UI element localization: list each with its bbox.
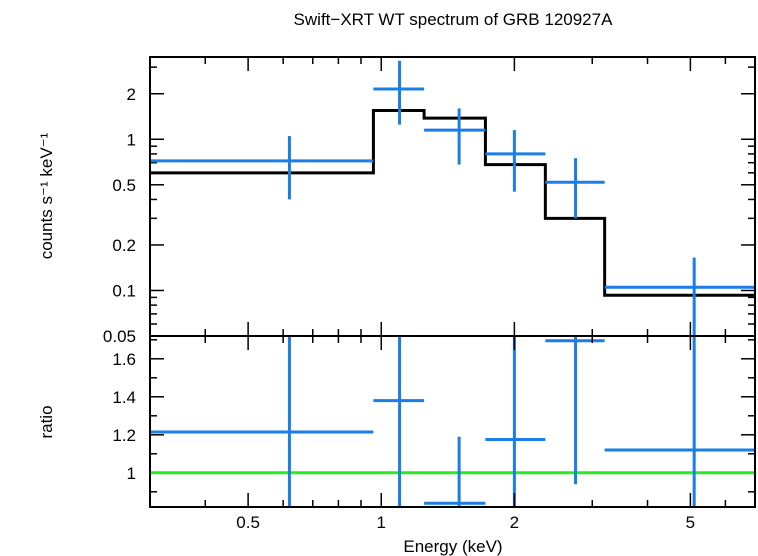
- x-tick-label: 1: [377, 513, 386, 532]
- model-histogram: [150, 108, 755, 297]
- ratio-data-point: [485, 336, 546, 507]
- spectrum-data-point: [485, 130, 546, 192]
- ratio-ticks: 1 1.2 1.4 1.6: [112, 339, 755, 493]
- spectrum-data-point: [373, 60, 425, 125]
- ratio-tick-label: 1: [127, 464, 136, 483]
- ratio-frame: [149, 335, 756, 508]
- y-tick-label: 1: [127, 130, 136, 149]
- y-tick-label: 0.2: [112, 236, 136, 255]
- spectrum-data-point: [604, 257, 755, 336]
- y-tick-label: 0.05: [103, 327, 136, 346]
- spectrum-ticks: 0.05 0.1 0.2 0.5 1 2: [103, 66, 755, 346]
- x-tick-label: 0.5: [236, 513, 260, 532]
- ratio-data-point: [545, 336, 605, 485]
- y-tick-label: 0.5: [112, 176, 136, 195]
- y-axis-label-counts: counts s⁻¹ keV⁻¹: [37, 132, 56, 259]
- x-axis-ticks: 0.5 1 2 5: [149, 57, 756, 532]
- spectrum-panel: 0.05 0.1 0.2 0.5 1 2: [103, 56, 756, 346]
- x-tick-label: 2: [510, 513, 519, 532]
- ratio-data-point: [150, 336, 374, 507]
- ratio-data-points: [150, 336, 755, 507]
- ratio-data-point: [373, 336, 425, 507]
- ratio-panel: 1 1.2 1.4 1.6: [112, 335, 756, 508]
- spectrum-data-point: [545, 158, 605, 219]
- ratio-data-point: [424, 436, 486, 507]
- x-axis-label: Energy (keV): [403, 537, 502, 556]
- spectrum-data-point: [424, 108, 486, 165]
- ratio-tick-label: 1.2: [112, 426, 136, 445]
- model-step-line: [150, 108, 755, 297]
- y-axis-label-ratio: ratio: [37, 405, 56, 438]
- x-tick-label: 5: [686, 513, 695, 532]
- y-tick-label: 2: [127, 85, 136, 104]
- spectrum-data-point: [150, 136, 374, 200]
- ratio-data-point: [604, 336, 755, 507]
- y-tick-label: 0.1: [112, 281, 136, 300]
- ratio-tick-label: 1.6: [112, 350, 136, 369]
- spectrum-data-points: [150, 60, 755, 336]
- chart-title: Swift−XRT WT spectrum of GRB 120927A: [294, 10, 614, 29]
- ratio-tick-label: 1.4: [112, 388, 136, 407]
